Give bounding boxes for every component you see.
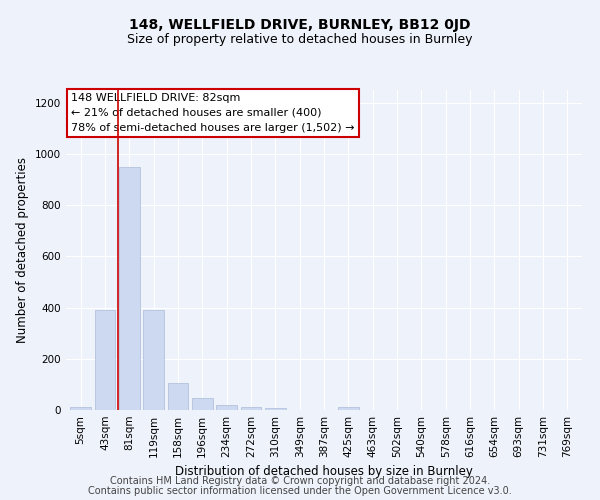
Bar: [119, 167, 140, 410]
Text: Size of property relative to detached houses in Burnley: Size of property relative to detached ho…: [127, 32, 473, 46]
Bar: [338, 408, 359, 410]
Text: Contains public sector information licensed under the Open Government Licence v3: Contains public sector information licen…: [88, 486, 512, 496]
Bar: [70, 408, 91, 410]
Text: 148, WELLFIELD DRIVE, BURNLEY, BB12 0JD: 148, WELLFIELD DRIVE, BURNLEY, BB12 0JD: [129, 18, 471, 32]
Bar: [265, 408, 286, 410]
X-axis label: Distribution of detached houses by size in Burnley: Distribution of detached houses by size …: [175, 466, 473, 478]
Y-axis label: Number of detached properties: Number of detached properties: [16, 157, 29, 343]
Bar: [95, 310, 115, 410]
Bar: [143, 310, 164, 410]
Bar: [167, 383, 188, 410]
Text: 148 WELLFIELD DRIVE: 82sqm
← 21% of detached houses are smaller (400)
78% of sem: 148 WELLFIELD DRIVE: 82sqm ← 21% of deta…: [71, 93, 355, 133]
Bar: [241, 408, 262, 410]
Bar: [216, 406, 237, 410]
Bar: [192, 398, 212, 410]
Text: Contains HM Land Registry data © Crown copyright and database right 2024.: Contains HM Land Registry data © Crown c…: [110, 476, 490, 486]
